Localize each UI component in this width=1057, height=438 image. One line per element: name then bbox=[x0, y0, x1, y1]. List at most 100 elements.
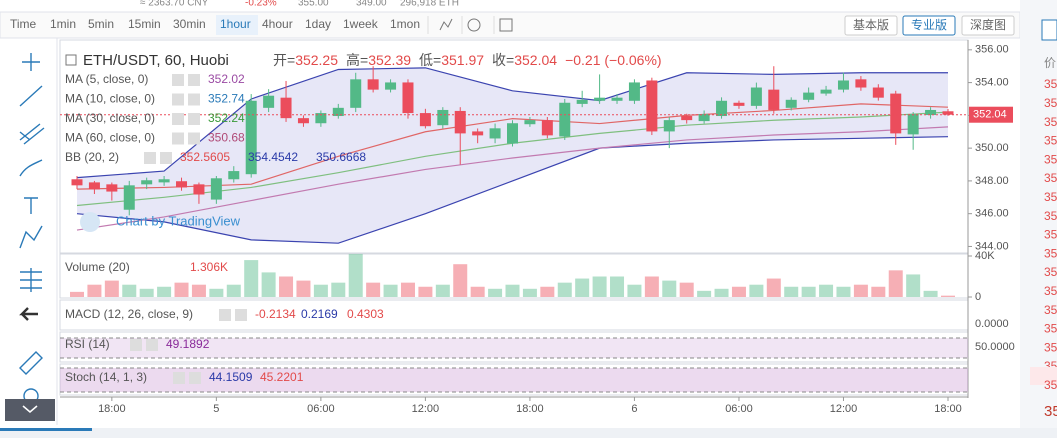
volume-bar bbox=[888, 270, 903, 297]
crosshair-tool[interactable] bbox=[22, 53, 40, 71]
volume-bar bbox=[575, 278, 590, 297]
candle-body bbox=[176, 181, 188, 188]
line-tool[interactable] bbox=[19, 85, 43, 107]
candle-body bbox=[890, 93, 902, 134]
back-tool[interactable] bbox=[19, 307, 38, 321]
indicator-settings[interactable] bbox=[172, 74, 184, 86]
candle-body bbox=[611, 97, 623, 101]
indicator-settings[interactable] bbox=[130, 339, 142, 351]
interval-button[interactable]: 5min bbox=[88, 17, 114, 31]
interval-button[interactable]: 1min bbox=[50, 17, 76, 31]
interval-button[interactable]: 1week bbox=[343, 17, 379, 31]
candle-body bbox=[803, 92, 815, 100]
measure-tool[interactable] bbox=[20, 268, 42, 292]
indicator-value: 0.2169 bbox=[301, 307, 338, 321]
indicator-settings[interactable] bbox=[172, 93, 184, 106]
indicator-close[interactable] bbox=[160, 152, 172, 164]
order-book-price: 35 bbox=[1044, 265, 1057, 279]
volume-bar bbox=[801, 286, 816, 297]
x-tick-label: 5 bbox=[213, 403, 219, 415]
fib-tool[interactable] bbox=[19, 123, 45, 145]
candle-body bbox=[71, 179, 83, 186]
chart-title: ETH/USDT, 60, Huobi bbox=[83, 52, 229, 69]
x-tick-label: 06:00 bbox=[307, 403, 335, 415]
ohlc-label: 高= bbox=[346, 52, 368, 68]
volume-bar bbox=[174, 282, 189, 297]
indicator-value: 352.02 bbox=[208, 72, 245, 86]
candle-body bbox=[297, 118, 309, 124]
view-button[interactable] bbox=[961, 15, 1015, 36]
interval-button[interactable]: 4hour bbox=[262, 17, 293, 31]
candle-body bbox=[158, 179, 170, 183]
candle-body bbox=[315, 113, 327, 124]
indicator-close[interactable] bbox=[188, 132, 200, 145]
indicator-value: 352.24 bbox=[208, 111, 245, 125]
candle-body bbox=[594, 97, 606, 101]
indicator-close[interactable] bbox=[235, 309, 247, 321]
bottom-strip bbox=[0, 428, 1057, 438]
rsi-band bbox=[60, 338, 968, 358]
candle-body bbox=[489, 128, 501, 139]
candle-body bbox=[942, 111, 954, 115]
indicator-settings[interactable] bbox=[172, 132, 184, 145]
candle-body bbox=[559, 102, 571, 137]
volume-bar bbox=[871, 286, 886, 297]
volume-bar bbox=[540, 286, 555, 297]
volume-bar bbox=[435, 284, 450, 297]
indicator-close[interactable] bbox=[188, 113, 200, 125]
indicator-settings[interactable] bbox=[144, 152, 156, 164]
interval-button[interactable]: 15min bbox=[128, 17, 161, 31]
interval-button[interactable]: 1hour bbox=[220, 17, 251, 31]
interval-button[interactable]: 1mon bbox=[390, 17, 420, 31]
interval-button[interactable]: 30min bbox=[173, 17, 206, 31]
candle-body bbox=[228, 171, 240, 180]
candle-body bbox=[141, 180, 153, 185]
indicator-settings[interactable] bbox=[219, 309, 231, 321]
indicator-name: MA (60, close, 0) bbox=[65, 131, 155, 145]
indicator-close[interactable] bbox=[188, 93, 200, 106]
x-tick-label: 18:00 bbox=[934, 403, 962, 415]
order-book-price: 35 bbox=[1044, 190, 1057, 204]
volume-bar bbox=[191, 284, 206, 297]
candle-body bbox=[280, 97, 292, 119]
collapse-legend[interactable] bbox=[65, 54, 77, 66]
indicator-close[interactable] bbox=[188, 74, 200, 86]
candle-body bbox=[785, 99, 797, 108]
order-book-price: 35 bbox=[1044, 77, 1057, 91]
collapse-button[interactable] bbox=[5, 399, 55, 421]
toolbar-icon[interactable] bbox=[467, 18, 481, 32]
indicator-close[interactable] bbox=[146, 339, 158, 351]
text-tool[interactable] bbox=[24, 197, 38, 214]
bb-fill bbox=[77, 67, 948, 244]
volume-bar bbox=[209, 288, 224, 297]
volume-bar bbox=[366, 282, 381, 297]
view-button[interactable] bbox=[902, 15, 956, 36]
ohlc-label: 收= bbox=[492, 52, 514, 68]
candle-body bbox=[925, 109, 937, 116]
watermark-logo bbox=[80, 212, 100, 232]
interval-button[interactable]: 1day bbox=[305, 17, 331, 31]
ohlc-value: 352.25 bbox=[295, 52, 338, 68]
view-button[interactable] bbox=[844, 15, 898, 36]
ohlc-legend: 开=352.25 高=352.39 低=351.97 收=352.04 −0.21 (−… bbox=[273, 52, 662, 68]
candle-body bbox=[437, 109, 449, 126]
brush-tool[interactable] bbox=[19, 159, 43, 177]
candle-body bbox=[733, 102, 745, 106]
pattern-tool[interactable] bbox=[19, 225, 43, 249]
order-book-price: 35 bbox=[1044, 209, 1057, 223]
volume-bar bbox=[853, 284, 868, 297]
candle-body bbox=[872, 87, 884, 98]
order-book-panel bbox=[1020, 0, 1057, 438]
indicator-close[interactable] bbox=[189, 372, 201, 384]
volume-bar bbox=[296, 280, 311, 297]
ruler-tool[interactable] bbox=[19, 351, 43, 375]
indicator-settings[interactable] bbox=[172, 113, 184, 125]
toolbar-icon[interactable] bbox=[439, 18, 453, 31]
volume-bar bbox=[470, 286, 485, 297]
indicator-settings[interactable] bbox=[173, 372, 185, 384]
y-tick-label: 350.00 bbox=[975, 142, 1009, 154]
collapse-icon bbox=[22, 405, 38, 414]
interval-button[interactable]: Time bbox=[10, 17, 37, 31]
toolbar-icon[interactable] bbox=[499, 18, 513, 32]
indicator-name: MA (5, close, 0) bbox=[65, 72, 148, 86]
